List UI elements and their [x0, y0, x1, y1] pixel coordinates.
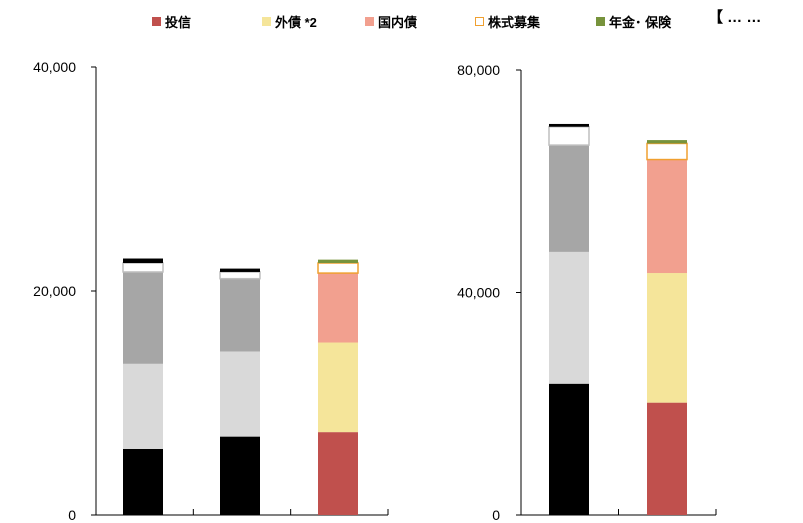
bar-segment: [647, 159, 687, 274]
y-tick-label: 0: [68, 507, 76, 523]
bar-segment: [220, 278, 260, 352]
legend-item: 株式募集: [475, 12, 540, 31]
y-tick-label: 80,000: [457, 62, 500, 78]
bar-segment: [220, 351, 260, 437]
y-tick-label: 20,000: [33, 283, 76, 299]
bar-segment: [548, 125, 590, 146]
bar-segment: [123, 448, 163, 515]
legend-item: 投信: [152, 12, 191, 31]
bar-segment: [220, 436, 260, 515]
legend-item: 外債 *2: [262, 12, 317, 31]
bar-segment: [647, 402, 687, 515]
bar-segment: [549, 383, 589, 515]
legend-swatch: [152, 17, 161, 26]
bar-segment: [219, 271, 261, 280]
bar-segment: [318, 259, 358, 263]
y-tick-label: 40,000: [33, 59, 76, 75]
bar-segment: [220, 268, 260, 272]
bar-segment: [318, 273, 358, 343]
bar-segment: [123, 258, 163, 263]
bar-segment: [123, 363, 163, 449]
legend-item: 年金･ 保険: [596, 12, 671, 31]
legend-swatch: [596, 17, 605, 26]
bar-segment: [646, 142, 688, 161]
bar-segment: [123, 271, 163, 364]
bar-segment: [318, 342, 358, 433]
bar-segment: [317, 262, 359, 274]
bar-segment: [549, 145, 589, 252]
legend-swatch: [475, 17, 484, 26]
legend-swatch: [262, 17, 271, 26]
header-fragment: 【 … …: [708, 9, 762, 26]
legend-label: 投信: [165, 15, 192, 30]
bar-segment: [647, 140, 687, 144]
legend-label: 株式募集: [488, 15, 541, 30]
legend: 投信 外債 *2 国内債 株式募集 年金･ 保険 【 … …: [0, 9, 803, 32]
legend-label: 年金･ 保険: [609, 15, 672, 30]
legend-label: 外債 *2: [275, 15, 317, 30]
bar-segment: [549, 251, 589, 384]
bar-segment: [318, 432, 358, 515]
bar-segment: [647, 273, 687, 403]
bar-segment: [122, 262, 164, 273]
y-tick-label: 40,000: [457, 285, 500, 301]
y-tick-label: 0: [492, 507, 500, 523]
legend-label: 国内債: [378, 15, 418, 30]
legend-swatch: [365, 17, 374, 26]
legend-item: 国内債: [365, 12, 417, 31]
bar-segment: [549, 123, 589, 127]
